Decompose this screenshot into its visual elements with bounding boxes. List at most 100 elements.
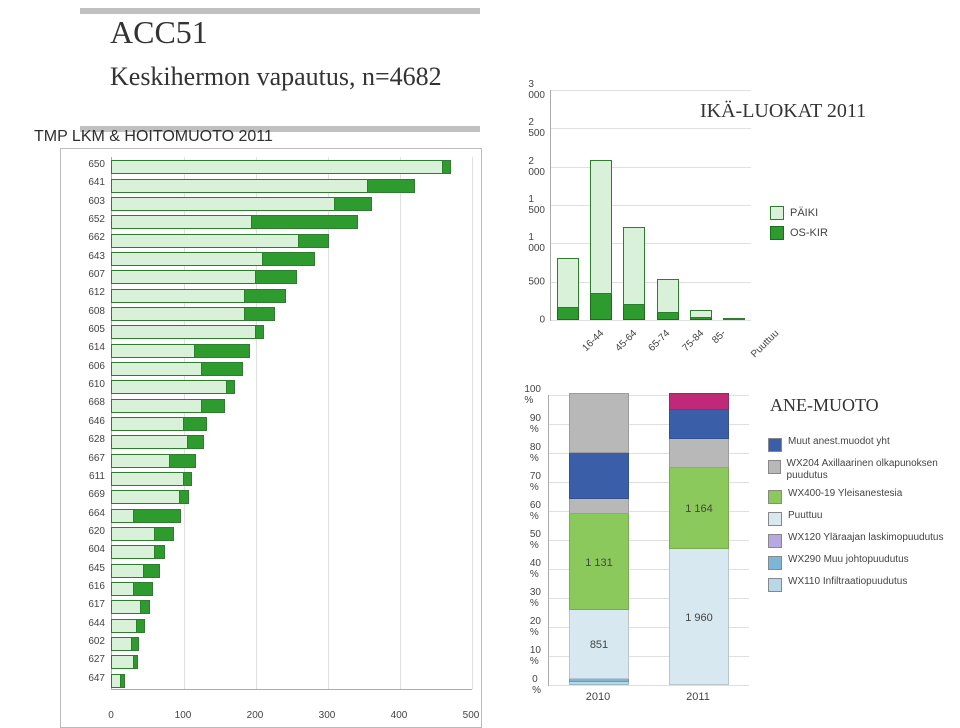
chart1-bar-oskir — [133, 509, 182, 523]
chart2-xtick: 75-84 — [680, 328, 706, 354]
chart1-bar-oskir — [255, 270, 297, 284]
chart1-row-label: 607 — [67, 269, 105, 280]
chart1-bar-oskir — [262, 252, 314, 266]
chart3-legend-item: Muut anest.muodot yht — [768, 436, 958, 452]
chart1-bar-oskir — [201, 362, 243, 376]
chart1-bar-paiki — [111, 637, 133, 651]
chart3-value-label: 1 164 — [669, 503, 729, 515]
chart1-row-label: 606 — [67, 361, 105, 372]
chart3-ytick: 90 % — [530, 413, 541, 435]
chart2-plot: 05001 0001 5002 0002 5003 000 — [550, 90, 751, 321]
chart3-seg-muut — [569, 451, 629, 499]
chart1-bar-paiki — [111, 472, 185, 486]
chart1-bar-paiki — [111, 527, 156, 541]
chart3-ytick: 100 % — [524, 384, 541, 406]
chart3-seg-muut — [669, 408, 729, 439]
chart1-bar-paiki — [111, 399, 203, 413]
chart3-ytick: 70 % — [530, 471, 541, 493]
chart3-value-label: 1 131 — [569, 557, 629, 569]
chart3-title: ANE-MUOTO — [770, 395, 879, 416]
chart2-ytick: 1 500 — [528, 194, 545, 216]
chart1-row-label: 627 — [67, 654, 105, 665]
chart1-row-label: 604 — [67, 544, 105, 555]
chart3-legend-item: Puuttuu — [768, 510, 958, 526]
chart1-bar-oskir — [133, 582, 153, 596]
chart1-bar-paiki — [111, 215, 253, 229]
legend-swatch — [768, 556, 782, 570]
chart1-bar-paiki — [111, 655, 135, 669]
chart2-seg-oskir — [590, 292, 612, 320]
chart1-bar-paiki — [111, 380, 228, 394]
chart1-bar-paiki — [111, 564, 145, 578]
chart2-seg-paiki — [690, 310, 712, 319]
chart2-column — [623, 229, 645, 320]
chart1-row-label: 628 — [67, 434, 105, 445]
chart2-column — [557, 260, 579, 320]
chart1-bar-paiki — [111, 344, 196, 358]
legend-swatch — [768, 438, 782, 452]
legend-label: PÄIKI — [790, 207, 818, 219]
chart1-row-label: 620 — [67, 526, 105, 537]
chart1-row-label: 605 — [67, 324, 105, 335]
chart2-column — [690, 312, 712, 320]
chart1-row-label: 662 — [67, 232, 105, 243]
chart1-bar-paiki — [111, 197, 336, 211]
chart1-row-label: 610 — [67, 379, 105, 390]
legend-swatch — [768, 460, 781, 474]
chart1-title: TMP LKM & HOITOMUOTO 2011 — [34, 128, 273, 146]
chart1-row-label: 646 — [67, 416, 105, 427]
chart3-legend-item: WX290 Muu johtopuudutus — [768, 554, 958, 570]
chart2-xtick: 65-74 — [647, 328, 673, 354]
chart1-row-label: 652 — [67, 214, 105, 225]
chart2-stacked-column: 05001 0001 5002 0002 5003 000 16-4445-64… — [500, 90, 750, 380]
chart1-bar-oskir — [251, 215, 357, 229]
chart1-row-label: 647 — [67, 673, 105, 684]
chart3-ytick: 50 % — [530, 529, 541, 551]
chart1-xtick: 400 — [391, 710, 408, 721]
chart1-bar-oskir — [154, 545, 165, 559]
legend-swatch — [768, 534, 782, 548]
chart3-legend-item: WX400-19 Yleisanestesia — [768, 488, 958, 504]
chart1-xtick: 500 — [463, 710, 480, 721]
chart3-plot: 0 %10 %20 %30 %40 %50 %60 %70 %80 %90 %1… — [548, 395, 749, 686]
chart2-legend-item: PÄIKI — [770, 206, 828, 220]
chart1-bar-paiki — [111, 307, 246, 321]
header-code: ACC51 — [110, 14, 208, 51]
chart1-bar-oskir — [120, 674, 126, 688]
chart1-xtick: 0 — [108, 710, 114, 721]
legend-label: OS-KIR — [790, 227, 828, 239]
chart1-bar-paiki — [111, 179, 369, 193]
chart3-xtick: 2010 — [586, 691, 610, 703]
legend-label: WX120 Yläraajan laskimopuudutus — [788, 532, 943, 544]
chart1-xtick: 200 — [247, 710, 264, 721]
chart1-bar-oskir — [169, 454, 196, 468]
chart1-bar-oskir — [140, 600, 151, 614]
chart1-bar-paiki — [111, 252, 264, 266]
chart3-ytick: 80 % — [530, 442, 541, 464]
chart1-bar-oskir — [298, 234, 329, 248]
chart1-bar-oskir — [201, 399, 225, 413]
legend-label: WX204 Axillaarinen olkapunoksen puudutus — [787, 458, 958, 482]
chart2-seg-oskir — [623, 303, 645, 320]
chart3-legend: Muut anest.muodot yht WX204 Axillaarinen … — [768, 430, 958, 598]
chart1-bar-paiki — [111, 362, 203, 376]
chart1-bar-oskir — [442, 160, 451, 174]
chart1-row-label: 668 — [67, 397, 105, 408]
chart2-xtick: 45-64 — [613, 328, 639, 354]
chart3-100pct-stacked: 0 %10 %20 %30 %40 %50 %60 %70 %80 %90 %1… — [500, 395, 758, 715]
page: { "header": { "code": "ACC51", "title2":… — [0, 0, 960, 728]
chart1-bar-oskir — [187, 435, 205, 449]
chart1-row-label: 603 — [67, 196, 105, 207]
chart2-column — [590, 162, 612, 320]
legend-swatch — [768, 578, 782, 592]
chart1-bar-oskir — [143, 564, 159, 578]
chart1-bar-oskir — [183, 472, 192, 486]
chart1-row-label: 645 — [67, 563, 105, 574]
chart1-row-label: 664 — [67, 508, 105, 519]
chart3-legend-item: WX120 Yläraajan laskimopuudutus — [768, 532, 958, 548]
chart1-row-label: 612 — [67, 287, 105, 298]
chart3-seg-wx204 — [569, 497, 629, 514]
chart1-row-label: 644 — [67, 618, 105, 629]
chart1-row-label: 616 — [67, 581, 105, 592]
chart2-xtick: 85- — [710, 328, 728, 346]
